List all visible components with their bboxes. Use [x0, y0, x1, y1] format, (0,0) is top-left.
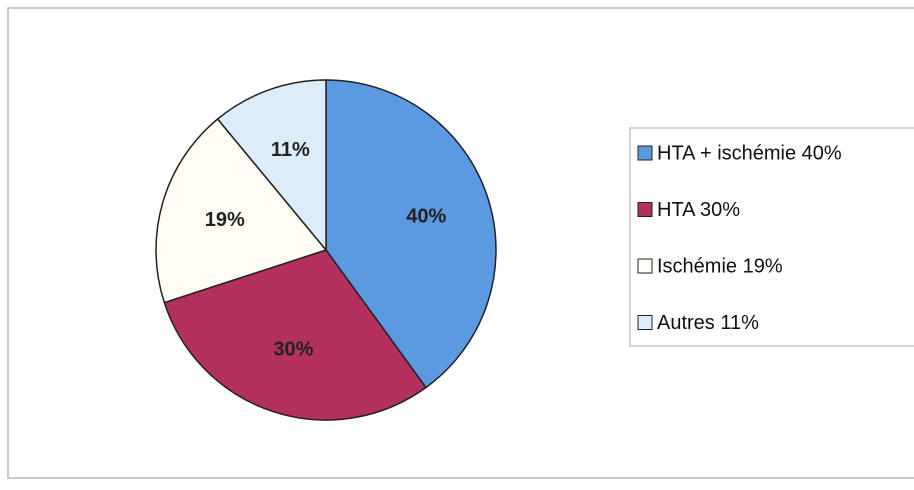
legend-swatch: [637, 258, 653, 274]
pie-slice: [325, 79, 497, 389]
data-label: 40%: [406, 206, 446, 228]
data-label: 11%: [271, 139, 310, 161]
data-label: 19%: [205, 209, 245, 231]
legend-swatch: [637, 145, 653, 161]
legend-swatch: [637, 202, 653, 217]
legend-label: Autres 11%: [657, 312, 759, 334]
data-label: 30%: [273, 339, 313, 361]
legend-swatch: [637, 315, 653, 330]
pie-slice: [155, 117, 328, 304]
legend-label: HTA 30%: [657, 199, 740, 221]
legend-label: HTA + ischémie 40%: [657, 142, 842, 164]
legend-box: [629, 127, 914, 347]
legend-label: Ischémie 19%: [657, 255, 783, 277]
pie-slice: [216, 79, 327, 253]
pie-slice: [163, 249, 427, 421]
